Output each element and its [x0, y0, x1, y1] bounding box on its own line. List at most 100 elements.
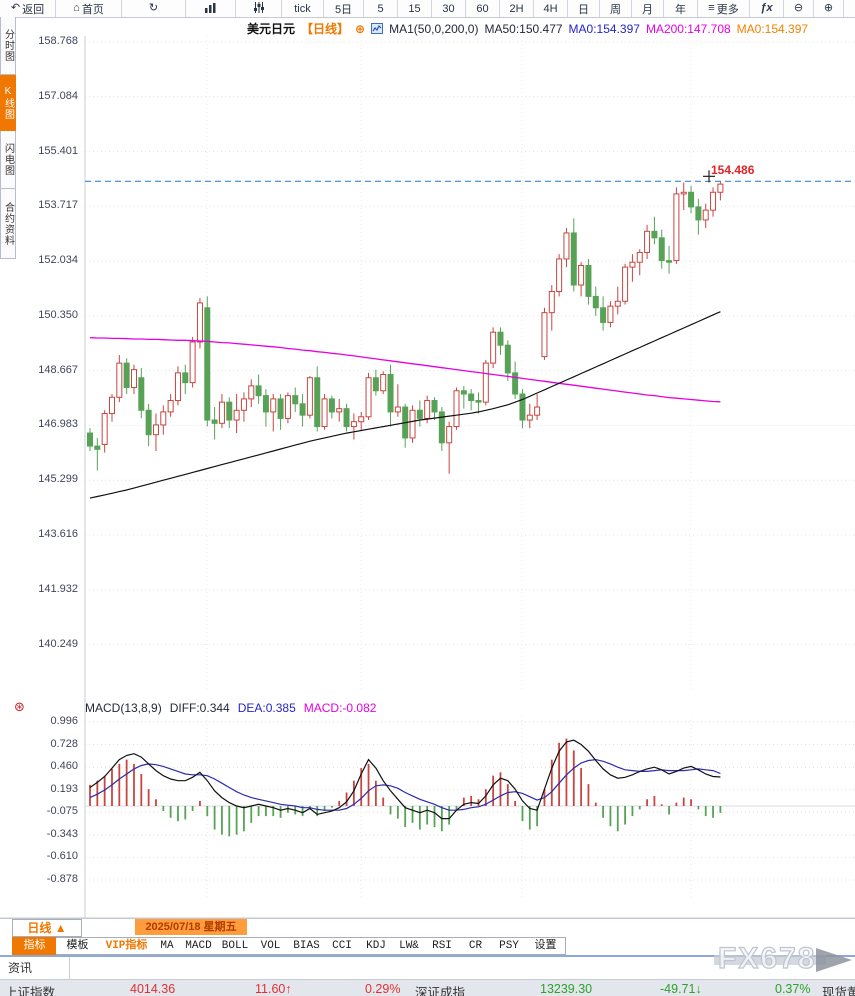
price-axis-tick: 145.299	[38, 473, 78, 486]
fx-icon: ƒx	[760, 2, 773, 14]
period-60-button[interactable]: 60	[466, 0, 500, 17]
period-5-button[interactable]: 5	[364, 0, 398, 17]
tab-cr[interactable]: CR	[459, 937, 493, 955]
period-5-button-label: 5	[377, 2, 384, 15]
more-button-label: 更多	[716, 3, 739, 16]
period-selector-button[interactable]: 日线 ▲	[12, 919, 82, 937]
sidebar-item-contract-info[interactable]: 合约资料	[0, 189, 16, 259]
period-15-button[interactable]: 15	[398, 0, 432, 17]
period-tick-button[interactable]: tick	[282, 0, 324, 17]
ticker-change: -49.71↓	[660, 982, 702, 996]
sidebar-item-kline-chart[interactable]: K线图	[0, 75, 16, 131]
chart-type-button[interactable]	[186, 0, 236, 17]
zoom-in-icon: ⊕	[823, 2, 834, 14]
ticker-value: 13239.30	[540, 982, 593, 996]
period-tick-button-label: tick	[294, 2, 311, 15]
period-month-button[interactable]: 月	[632, 0, 664, 17]
refresh-button[interactable]: ↻	[122, 0, 186, 17]
macd-settings-icon[interactable]: ⊛	[14, 699, 25, 714]
time-axis-row: 日线 ▲	[0, 918, 855, 937]
tab-settings[interactable]: 设置	[526, 937, 566, 955]
period-year-button-label: 年	[675, 3, 686, 16]
refresh-icon: ↻	[148, 2, 159, 14]
period-day-button-label: 日	[578, 3, 589, 16]
macd-dea-value: DEA:0.385	[237, 701, 296, 715]
last-price-label: 154.486	[711, 163, 755, 177]
tab-template[interactable]: 模板	[56, 937, 100, 955]
macd-axis-tick: 0.728	[50, 737, 78, 750]
tab-kdj[interactable]: KDJ	[359, 937, 394, 955]
tab-vip-indicator[interactable]: VIP指标	[99, 937, 155, 955]
tab-news[interactable]: 资讯	[0, 957, 70, 979]
price-axis-tick: 150.350	[38, 308, 78, 321]
zoom-out-icon: ⊖	[793, 2, 804, 14]
period-month-button-label: 月	[642, 3, 653, 16]
zoom-in-button[interactable]: ⊕	[814, 0, 844, 17]
period-week-button-label: 周	[610, 3, 621, 16]
period-4h-button-label: 4H	[543, 2, 558, 15]
price-axis-tick: 140.249	[38, 637, 78, 650]
ticker-name: 上证指数	[5, 986, 56, 996]
tab-boll[interactable]: BOLL	[217, 937, 254, 955]
ma0-orange-value: MA0:154.397	[736, 22, 809, 36]
macd-axis-tick: -0.610	[46, 850, 78, 863]
symbol-title: 美元日元	[247, 22, 296, 36]
ticker-value: 4014.36	[130, 982, 176, 996]
chart-header: 美元日元 【日线】 ⊕ MA1(50,0,200,0) MA50:150.477 MA0:…	[247, 20, 814, 37]
mini-chart-icon[interactable]	[371, 22, 384, 36]
tab-bias[interactable]: BIAS	[288, 937, 326, 955]
sliders-icon	[253, 1, 265, 16]
period-year-button[interactable]: 年	[664, 0, 698, 17]
price-axis-tick: 152.034	[38, 254, 78, 267]
add-indicator-icon[interactable]: ⊕	[355, 22, 366, 36]
period-tag: 【日线】	[301, 22, 350, 36]
more-button[interactable]: ≡ 更多	[698, 0, 750, 17]
period-2h-button[interactable]: 2H	[500, 0, 534, 17]
fx-button[interactable]: ƒx	[750, 0, 784, 17]
tab-macd[interactable]: MACD	[180, 937, 218, 955]
period-week-button[interactable]: 周	[600, 0, 632, 17]
period-4h-button[interactable]: 4H	[534, 0, 568, 17]
period-5d-button[interactable]: 5日	[324, 0, 364, 17]
macd-axis-tick: -0.343	[46, 827, 78, 840]
tab-lw[interactable]: LW&	[393, 937, 426, 955]
macd-header: MACD(13,8,9) DIFF:0.344 DEA:0.385 MACD:-0.0…	[85, 701, 384, 715]
price-axis-tick: 146.983	[38, 418, 78, 431]
tab-indicator[interactable]: 指标	[12, 937, 57, 955]
menu-icon: ≡	[708, 2, 715, 14]
back-button-label: 返回	[22, 3, 45, 16]
ticker-percent: 0.29%	[365, 982, 401, 996]
period-day-button[interactable]: 日	[568, 0, 600, 17]
zoom-out-button[interactable]: ⊖	[784, 0, 814, 17]
macd-axis-tick: 0.996	[50, 715, 78, 728]
ticker-name: 现货黄金	[822, 986, 855, 996]
macd-axis-tick: 0.193	[50, 782, 78, 795]
ticker-change: 11.60↑	[255, 982, 292, 996]
tab-rsi[interactable]: RSI	[425, 937, 460, 955]
ticker-percent: 0.37%	[775, 982, 811, 996]
sidebar-item-lightning-chart[interactable]: 闪电图	[0, 131, 16, 189]
period-30-button[interactable]: 30	[432, 0, 466, 17]
tab-psy[interactable]: PSY	[492, 937, 527, 955]
tab-vol[interactable]: VOL	[253, 937, 289, 955]
back-button[interactable]: ↶ 返回	[0, 0, 56, 17]
tabs-underline	[0, 955, 855, 957]
ma200-value: MA200:147.708	[645, 22, 731, 36]
period-15-button-label: 15	[408, 2, 421, 15]
ma0-blue-value: MA0:154.397	[568, 22, 640, 36]
home-icon: ⌂	[73, 2, 80, 14]
price-axis-tick: 158.768	[38, 35, 78, 47]
macd-hist-value: MACD:-0.082	[303, 701, 377, 715]
indicator-tabs-row: 指标 模板 VIP指标 MA MACD BOLL VOL BIAS CCI KDJ LW& RSI CR…	[0, 937, 855, 956]
ma50-value: MA50:150.477	[484, 22, 563, 36]
tab-ma[interactable]: MA	[154, 937, 181, 955]
indicator-adjust-button[interactable]	[236, 0, 282, 17]
sidebar-item-time-chart[interactable]: 分时图	[0, 17, 16, 75]
back-icon: ↶	[10, 2, 21, 14]
tab-cci[interactable]: CCI	[325, 937, 360, 955]
home-button[interactable]: ⌂ 首页	[56, 0, 122, 17]
macd-axis-tick: -0.878	[46, 873, 78, 885]
index-ticker-bar: 上证指数 4014.36 11.60↑ 0.29% 深证成指 13239.30 -49.71…	[0, 980, 855, 996]
